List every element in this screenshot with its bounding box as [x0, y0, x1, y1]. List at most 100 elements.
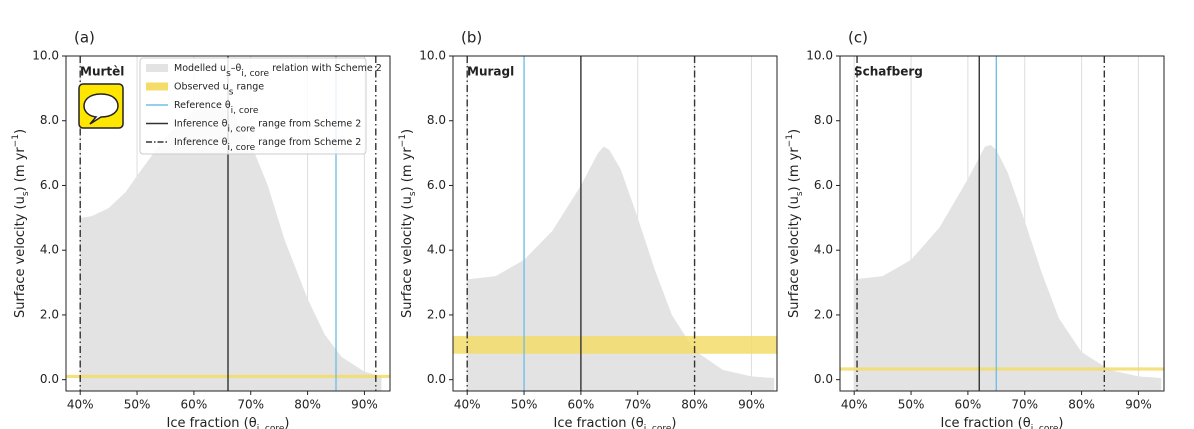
- x-axis-label-part: ): [284, 416, 289, 429]
- x-axis-label-part: i, core: [257, 424, 285, 429]
- y-axis-label-part: ) (m yr: [13, 147, 28, 192]
- x-tick-label: 90%: [1125, 398, 1152, 412]
- y-tick-label: 10.0: [806, 49, 833, 63]
- x-axis-label: Ice fraction (θi, core): [940, 416, 1063, 429]
- legend-label-part: range from Scheme 2: [255, 118, 361, 129]
- y-axis-label-part: ) (m yr: [787, 147, 802, 192]
- x-axis-label: Ice fraction (θi, core): [166, 416, 289, 429]
- x-axis-label-part: i, core: [1031, 424, 1059, 429]
- legend-label-part: range: [233, 81, 264, 92]
- y-axis-label-part: ): [787, 129, 802, 134]
- y-axis-label-part: s: [795, 191, 805, 196]
- y-tick-label: 0.0: [40, 372, 59, 386]
- x-tick-label: 60%: [955, 398, 982, 412]
- x-tick-label: 80%: [294, 398, 321, 412]
- y-tick-label: 6.0: [427, 178, 446, 192]
- y-tick-label: 0.0: [427, 372, 446, 386]
- y-tick-label: 10.0: [32, 49, 59, 63]
- x-axis-label-part: Ice fraction (θ: [940, 416, 1030, 429]
- legend-label: Modelled us–θi, core relation with Schem…: [174, 63, 382, 79]
- y-axis-label-part: s: [408, 191, 418, 196]
- y-axis-label-part: ): [13, 129, 28, 134]
- legend-label-part: i, core: [227, 143, 255, 153]
- y-axis-label-part: ) (m yr: [400, 147, 415, 192]
- panel-title: (a): [74, 29, 95, 47]
- y-axis-label: Surface velocity (us) (m yr−1): [785, 129, 805, 318]
- y-axis-label-part: −1: [785, 134, 795, 147]
- legend-swatch: [146, 64, 168, 72]
- observed-range: [453, 335, 777, 354]
- legend-label-part: –θ: [231, 63, 242, 74]
- y-axis-label-part: Surface velocity (u: [787, 196, 802, 318]
- site-label: Schafberg: [854, 65, 923, 79]
- panel-title: (c): [848, 29, 868, 47]
- chat-icon: [78, 83, 124, 129]
- x-tick-label: 40%: [67, 398, 94, 412]
- legend-label: Inference θi, core range from Scheme 2: [174, 118, 361, 134]
- legend-label-part: i, core: [231, 106, 259, 116]
- x-axis-label: Ice fraction (θi, core): [553, 416, 676, 429]
- panel-title: (b): [461, 29, 482, 47]
- legend-label-part: range from Scheme 2: [255, 137, 361, 148]
- x-tick-label: 60%: [181, 398, 208, 412]
- modelled-area: [80, 104, 382, 392]
- y-tick-label: 4.0: [427, 243, 446, 257]
- legend-label: Observed us range: [174, 81, 264, 97]
- y-tick-label: 2.0: [40, 307, 59, 321]
- y-axis-label-part: −1: [11, 134, 21, 147]
- y-tick-label: 6.0: [40, 178, 59, 192]
- legend-box: [139, 57, 367, 155]
- modelled-area: [854, 145, 1162, 391]
- x-tick-label: 70%: [624, 398, 651, 412]
- y-tick-label: 4.0: [814, 243, 833, 257]
- legend-label: Inference θi, core range from Scheme 2: [174, 137, 361, 153]
- x-tick-label: 60%: [568, 398, 595, 412]
- y-axis-label-part: ): [400, 129, 415, 134]
- legend-label-part: Inference θ: [174, 137, 228, 148]
- legend-label-part: Reference θ: [174, 100, 231, 111]
- x-tick-label: 90%: [351, 398, 378, 412]
- legend-label-part: Inference θ: [174, 118, 228, 129]
- y-tick-label: 2.0: [427, 307, 446, 321]
- legend-label-part: i, core: [227, 124, 255, 134]
- x-tick-label: 50%: [898, 398, 925, 412]
- y-tick-label: 0.0: [814, 372, 833, 386]
- plot-frame: [452, 55, 778, 392]
- x-tick-label: 40%: [454, 398, 481, 412]
- y-axis-label-part: −1: [398, 134, 408, 147]
- y-axis-label: Surface velocity (us) (m yr−1): [11, 129, 31, 318]
- y-tick-label: 8.0: [427, 113, 446, 127]
- y-tick-label: 6.0: [814, 178, 833, 192]
- x-axis-label-part: Ice fraction (θ: [553, 416, 643, 429]
- legend-swatch: [146, 82, 168, 91]
- observed-range: [840, 367, 1164, 371]
- y-tick-label: 10.0: [419, 49, 446, 63]
- chat-icon-bubble: [83, 93, 119, 125]
- legend-label-part: s: [226, 69, 231, 79]
- plot-frame: [839, 55, 1165, 392]
- legend-label-part: Modelled u: [174, 63, 226, 74]
- x-tick-label: 80%: [681, 398, 708, 412]
- y-axis-label-part: Surface velocity (u: [13, 196, 28, 318]
- legend-label-part: s: [229, 87, 234, 97]
- x-tick-label: 90%: [738, 398, 765, 412]
- y-tick-label: 2.0: [814, 307, 833, 321]
- site-label: Murtèl: [80, 65, 124, 79]
- legend-label: Reference θi, core: [174, 100, 259, 116]
- x-tick-label: 40%: [841, 398, 868, 412]
- legend-label-part: Observed u: [174, 81, 229, 92]
- legend-label-part: i, core: [241, 69, 269, 79]
- x-tick-label: 80%: [1068, 398, 1095, 412]
- x-axis-label-part: i, core: [644, 424, 672, 429]
- y-tick-label: 4.0: [40, 243, 59, 257]
- y-axis-label-part: s: [21, 191, 31, 196]
- y-tick-label: 8.0: [814, 113, 833, 127]
- y-axis-label-part: Surface velocity (u: [400, 196, 415, 318]
- site-label: Muragl: [467, 65, 514, 79]
- x-tick-label: 50%: [124, 398, 151, 412]
- x-axis-label-part: ): [1058, 416, 1063, 429]
- y-axis-label: Surface velocity (us) (m yr−1): [398, 129, 418, 318]
- x-tick-label: 50%: [511, 398, 538, 412]
- x-axis-label-part: Ice fraction (θ: [166, 416, 256, 429]
